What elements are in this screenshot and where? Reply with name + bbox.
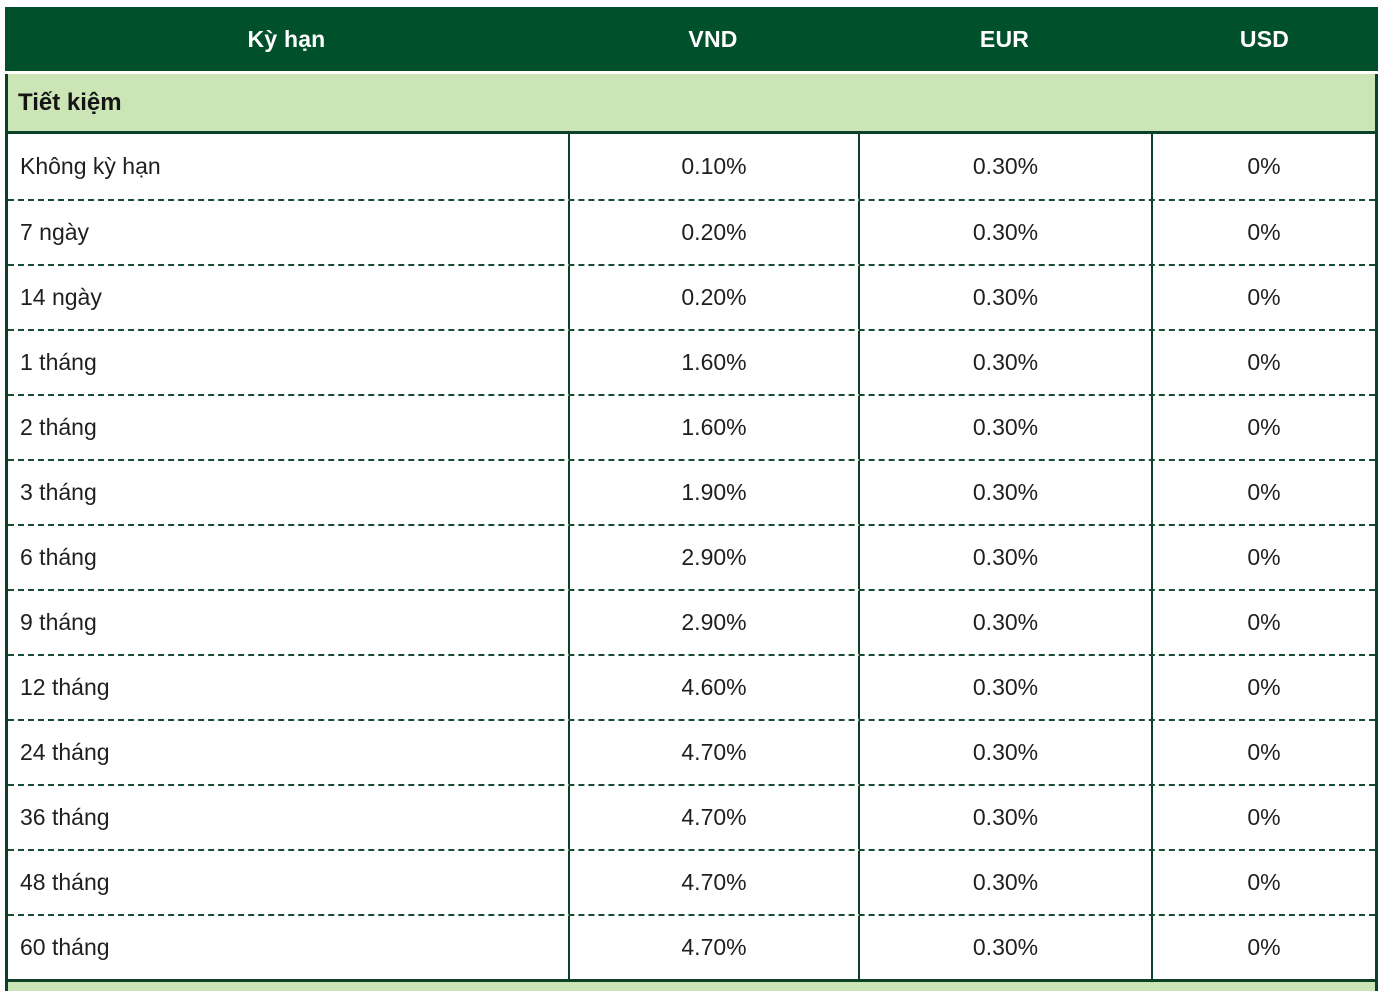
column-header-term: Kỳ hạn [247,25,326,52]
rate-cell-vnd: 4.70% [568,916,858,979]
rate-cell-vnd: 4.70% [568,786,858,849]
table-row: 48 tháng 4.70% 0.30% 0% [8,849,1375,914]
table-row: 24 tháng 4.70% 0.30% 0% [8,719,1375,784]
term-cell: 6 tháng [20,544,97,570]
rate-cell-vnd: 4.70% [568,851,858,914]
rate-cell-usd: 0% [1151,526,1375,589]
rate-cell-usd: 0% [1151,851,1375,914]
table-row: 9 tháng 2.90% 0.30% 0% [8,589,1375,654]
header-divider-gap [5,71,1378,74]
rate-cell-eur: 0.30% [858,786,1151,849]
rate-cell-usd: 0% [1151,721,1375,784]
rate-cell-eur: 0.30% [858,656,1151,719]
table-row: 7 ngày 0.20% 0.30% 0% [8,199,1375,264]
table-header-row: Kỳ hạn VND EUR USD [5,7,1378,71]
column-header-vnd: VND [688,25,738,52]
rate-cell-usd: 0% [1151,134,1375,199]
rate-cell-vnd: 4.70% [568,721,858,784]
rate-cell-usd: 0% [1151,916,1375,979]
rate-cell-vnd: 0.10% [568,134,858,199]
term-cell: 12 tháng [20,674,110,700]
rate-cell-usd: 0% [1151,201,1375,264]
term-cell: 48 tháng [20,869,110,895]
rate-cell-usd: 0% [1151,461,1375,524]
term-cell: Không kỳ hạn [20,153,161,179]
rate-cell-eur: 0.30% [858,201,1151,264]
rate-cell-vnd: 1.60% [568,396,858,459]
table-row: 14 ngày 0.20% 0.30% 0% [8,264,1375,329]
table-row: 3 tháng 1.90% 0.30% 0% [8,459,1375,524]
table-row: 60 tháng 4.70% 0.30% 0% [8,914,1375,979]
rate-cell-vnd: 0.20% [568,201,858,264]
table-row: 6 tháng 2.90% 0.30% 0% [8,524,1375,589]
table-row: Không kỳ hạn 0.10% 0.30% 0% [8,134,1375,199]
column-header-usd: USD [1239,25,1290,52]
table-row: 1 tháng 1.60% 0.30% 0% [8,329,1375,394]
term-cell: 9 tháng [20,609,97,635]
section-header-savings: Tiết kiệm [8,74,1375,134]
term-cell: 14 ngày [20,284,102,310]
rate-cell-usd: 0% [1151,266,1375,329]
rate-cell-eur: 0.30% [858,461,1151,524]
term-cell: 24 tháng [20,739,110,765]
rate-cell-usd: 0% [1151,656,1375,719]
term-cell: 36 tháng [20,804,110,830]
rate-cell-vnd: 0.20% [568,266,858,329]
rate-cell-vnd: 4.60% [568,656,858,719]
term-cell: 2 tháng [20,414,97,440]
rate-cell-eur: 0.30% [858,396,1151,459]
rate-cell-eur: 0.30% [858,331,1151,394]
next-section-band [8,979,1375,991]
rate-cell-eur: 0.30% [858,851,1151,914]
table-body: Tiết kiệm Không kỳ hạn 0.10% 0.30% 0% 7 ngày… [5,74,1378,991]
rate-cell-usd: 0% [1151,786,1375,849]
table-rows-container: Không kỳ hạn 0.10% 0.30% 0% 7 ngày 0.20% 0.30%… [8,134,1375,979]
rate-cell-usd: 0% [1151,396,1375,459]
rate-cell-vnd: 1.90% [568,461,858,524]
rate-cell-usd: 0% [1151,331,1375,394]
term-cell: 1 tháng [20,349,97,375]
rate-cell-vnd: 2.90% [568,526,858,589]
table-row: 36 tháng 4.70% 0.30% 0% [8,784,1375,849]
column-header-eur: EUR [979,25,1030,52]
rate-cell-eur: 0.30% [858,526,1151,589]
rate-cell-vnd: 2.90% [568,591,858,654]
rate-cell-vnd: 1.60% [568,331,858,394]
table-row: 12 tháng 4.60% 0.30% 0% [8,654,1375,719]
table-row: 2 tháng 1.60% 0.30% 0% [8,394,1375,459]
interest-rate-table: Kỳ hạn VND EUR USD Tiết kiệm Không kỳ hạ… [5,7,1378,991]
rate-cell-eur: 0.30% [858,134,1151,199]
rate-cell-eur: 0.30% [858,266,1151,329]
term-cell: 60 tháng [20,934,110,960]
rate-cell-eur: 0.30% [858,721,1151,784]
rate-cell-eur: 0.30% [858,591,1151,654]
term-cell: 7 ngày [20,219,90,245]
rate-cell-usd: 0% [1151,591,1375,654]
rate-cell-eur: 0.30% [858,916,1151,979]
term-cell: 3 tháng [20,479,97,505]
